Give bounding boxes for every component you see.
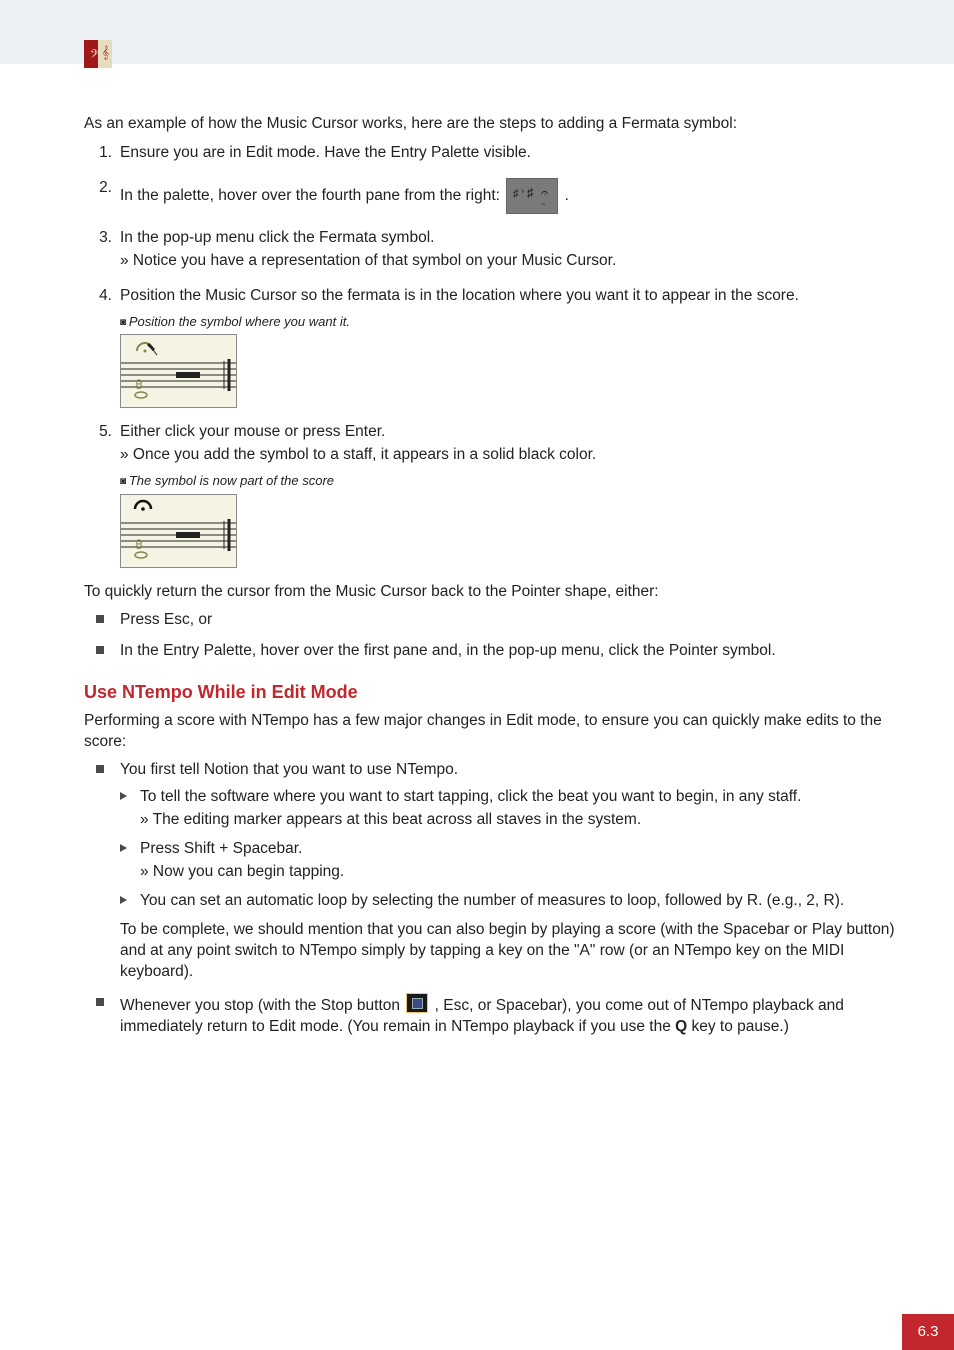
figure-caption: Position the symbol where you want it.: [120, 313, 896, 331]
ntempo-intro: Performing a score with NTempo has a few…: [84, 711, 896, 753]
tri-text: Press Shift + Spacebar.: [140, 840, 302, 857]
step-text: Ensure you are in Edit mode. Have the En…: [120, 144, 531, 161]
svg-text:𝄞: 𝄞: [102, 45, 109, 59]
svg-text:♯: ♯: [513, 188, 519, 200]
header-bar: 𝄢 𝄞: [0, 0, 954, 64]
svg-text:♭: ♭: [521, 186, 525, 195]
bullet-press-esc: Press Esc, or: [84, 610, 896, 631]
tri-shift-spacebar: Press Shift + Spacebar. » Now you can be…: [120, 839, 896, 883]
palette-pane-icon: ♯ ♭ ♯ 𝄐 𝄐: [506, 178, 558, 214]
text-part-a: Whenever you stop (with the Stop button: [120, 997, 404, 1014]
step-substep: » Once you add the symbol to a staff, it…: [120, 445, 896, 466]
step-number: 1.: [84, 143, 112, 164]
section-heading: Use NTempo While in Edit Mode: [84, 680, 896, 704]
tri-sub: » The editing marker appears at this bea…: [140, 810, 896, 831]
step-5: 5. Either click your mouse or press Ente…: [84, 422, 896, 567]
step-1: 1. Ensure you are in Edit mode. Have the…: [84, 143, 896, 164]
tri-text: You can set an automatic loop by selecti…: [140, 892, 844, 909]
stop-button-icon: [406, 993, 428, 1013]
svg-text:8: 8: [135, 376, 143, 392]
svg-text:8: 8: [135, 536, 143, 552]
svg-text:𝄐: 𝄐: [541, 200, 546, 209]
step-text-trail: .: [565, 187, 569, 204]
bullet-text: You first tell Notion that you want to u…: [120, 761, 458, 778]
ntempo-note: To be complete, we should mention that y…: [120, 920, 896, 983]
text-part-c: key to pause.): [687, 1018, 789, 1035]
tri-auto-loop: You can set an automatic loop by selecti…: [120, 891, 896, 912]
key-q: Q: [675, 1018, 687, 1035]
svg-text:♯: ♯: [527, 185, 534, 200]
music-cursor-figure: 8: [120, 334, 237, 408]
step-substep: » Notice you have a representation of th…: [120, 251, 896, 272]
tri-start-tapping: To tell the software where you want to s…: [120, 787, 896, 831]
figure-caption: The symbol is now part of the score: [120, 472, 896, 490]
step-3: 3. In the pop-up menu click the Fermata …: [84, 228, 896, 272]
page-content: As an example of how the Music Cursor wo…: [0, 64, 954, 1038]
step-text: In the pop-up menu click the Fermata sym…: [120, 229, 434, 246]
ntempo-step-tell: You first tell Notion that you want to u…: [84, 760, 896, 982]
svg-text:𝄐: 𝄐: [541, 185, 548, 200]
step-number: 4.: [84, 286, 112, 307]
step-2: 2. In the palette, hover over the fourth…: [84, 178, 896, 214]
svg-text:𝄢: 𝄢: [90, 49, 99, 64]
ntempo-stop: Whenever you stop (with the Stop button …: [84, 993, 896, 1038]
app-logo-icon: 𝄢 𝄞: [84, 40, 112, 68]
step-text: Position the Music Cursor so the fermata…: [120, 287, 799, 304]
bullet-entry-palette: In the Entry Palette, hover over the fir…: [84, 641, 896, 662]
fermata-added-figure: 8: [120, 494, 237, 568]
step-number: 2.: [84, 178, 112, 199]
tri-text: To tell the software where you want to s…: [140, 788, 801, 805]
page-number: 6.3: [902, 1314, 954, 1350]
tri-sub: » Now you can begin tapping.: [140, 862, 896, 883]
intro-paragraph: As an example of how the Music Cursor wo…: [84, 114, 896, 135]
step-number: 5.: [84, 422, 112, 443]
step-number: 3.: [84, 228, 112, 249]
step-4: 4. Position the Music Cursor so the ferm…: [84, 286, 896, 408]
return-cursor-paragraph: To quickly return the cursor from the Mu…: [84, 582, 896, 603]
step-text: In the palette, hover over the fourth pa…: [120, 187, 504, 204]
step-text: Either click your mouse or press Enter.: [120, 423, 385, 440]
